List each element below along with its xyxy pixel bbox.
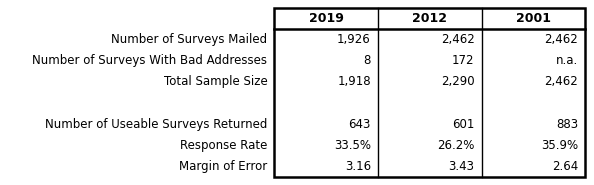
Text: 2019: 2019 [309, 12, 344, 25]
Text: 33.5%: 33.5% [334, 139, 371, 152]
Text: 2,462: 2,462 [441, 33, 475, 46]
Text: Number of Useable Surveys Returned: Number of Useable Surveys Returned [45, 117, 267, 131]
Text: 172: 172 [452, 54, 475, 68]
Text: 643: 643 [349, 117, 371, 131]
Text: Margin of Error: Margin of Error [179, 160, 267, 173]
Text: 2.64: 2.64 [552, 160, 578, 173]
Text: 3.16: 3.16 [345, 160, 371, 173]
Text: 2,462: 2,462 [544, 33, 578, 46]
Text: n.a.: n.a. [556, 54, 578, 68]
Text: 2,462: 2,462 [544, 75, 578, 88]
Text: 2012: 2012 [412, 12, 447, 25]
Text: 26.2%: 26.2% [437, 139, 475, 152]
Text: 1,918: 1,918 [337, 75, 371, 88]
Text: 8: 8 [364, 54, 371, 68]
Text: 1,926: 1,926 [337, 33, 371, 46]
Text: 2,290: 2,290 [441, 75, 475, 88]
Text: Number of Surveys With Bad Addresses: Number of Surveys With Bad Addresses [32, 54, 267, 68]
Text: Response Rate: Response Rate [180, 139, 267, 152]
Text: 883: 883 [556, 117, 578, 131]
Text: 2001: 2001 [516, 12, 551, 25]
Text: 35.9%: 35.9% [541, 139, 578, 152]
Text: 601: 601 [452, 117, 475, 131]
Text: 3.43: 3.43 [448, 160, 475, 173]
Text: Total Sample Size: Total Sample Size [163, 75, 267, 88]
Text: Number of Surveys Mailed: Number of Surveys Mailed [111, 33, 267, 46]
